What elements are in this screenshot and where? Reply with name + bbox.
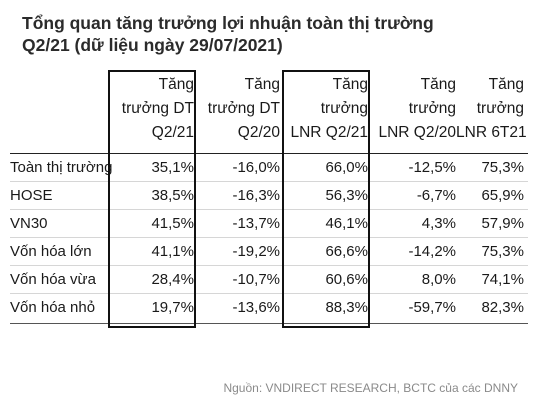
table-cell: 75,3% [481,243,524,260]
table-cell: 41,1% [151,243,194,260]
table-bottom-rule [10,323,528,324]
row-label: Vốn hóa vừa [10,271,96,288]
table-cell: -14,2% [408,243,456,260]
highlight-box-profit-q2-21 [282,70,370,328]
table-cell: -6,7% [416,187,456,204]
header-revenue-growth-q2-21: Tăng trưởng DT Q2/21 [121,76,194,141]
header-profit-growth-q2-20: Tăng trưởng LNR Q2/20 [378,76,456,141]
table-cell: 19,7% [151,299,194,316]
table-cell: 60,6% [325,271,368,288]
row-label: Vốn hóa nhỏ [10,299,96,316]
table-cell: 8,0% [421,271,456,288]
row-label: VN30 [10,215,48,232]
highlight-box-revenue-q2-21 [108,70,196,328]
row-divider [10,237,528,238]
source-note: Nguồn: VNDIRECT RESEARCH, BCTC của các D… [223,381,518,395]
table-cell: -16,0% [232,159,280,176]
table-cell: 82,3% [481,299,524,316]
row-divider [10,293,528,294]
row-divider [10,181,528,182]
page-title: Tổng quan tăng trưởng lợi nhuận toàn thị… [22,12,522,56]
table-cell: 35,1% [151,159,194,176]
table-cell: -13,7% [232,215,280,232]
table-cell: 28,4% [151,271,194,288]
header-revenue-growth-q2-20: Tăng trưởng DT Q2/20 [207,76,280,141]
header-rule [10,153,528,154]
table-cell: 66,0% [325,159,368,176]
table-cell: 75,3% [481,159,524,176]
table-cell: 57,9% [481,215,524,232]
table-cell: 65,9% [481,187,524,204]
table-cell: 4,3% [421,215,456,232]
row-label: HOSE [10,187,53,204]
title-line-2: Q2/21 (dữ liệu ngày 29/07/2021) [22,35,283,55]
header-profit-growth-6m-21: Tăng trưởng LNR 6T21 [456,76,527,141]
table-cell: -13,6% [232,299,280,316]
table-cell: -10,7% [232,271,280,288]
table-cell: 66,6% [325,243,368,260]
row-divider [10,209,528,210]
title-line-1: Tổng quan tăng trưởng lợi nhuận toàn thị… [22,13,434,33]
row-label: Vốn hóa lớn [10,243,92,260]
table-cell: 74,1% [481,271,524,288]
row-label: Toàn thị trường [10,159,113,176]
table-cell: -12,5% [408,159,456,176]
table-cell: 41,5% [151,215,194,232]
table-cell: 56,3% [325,187,368,204]
table-cell: -19,2% [232,243,280,260]
row-divider [10,265,528,266]
table-cell: 88,3% [325,299,368,316]
header-profit-growth-q2-21: Tăng trưởng LNR Q2/21 [290,76,368,141]
table-cell: -16,3% [232,187,280,204]
table-cell: 46,1% [325,215,368,232]
table-cell: -59,7% [408,299,456,316]
table-cell: 38,5% [151,187,194,204]
